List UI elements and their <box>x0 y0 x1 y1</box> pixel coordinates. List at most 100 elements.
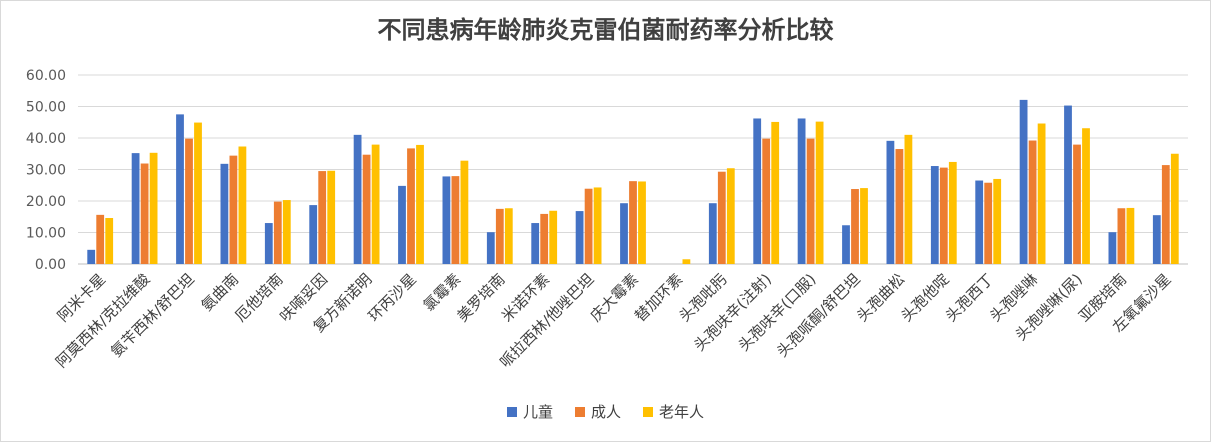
bar <box>264 223 273 264</box>
bar <box>1064 105 1072 265</box>
bar <box>451 176 460 264</box>
bar <box>282 200 291 264</box>
bar <box>851 189 859 264</box>
bar <box>495 208 504 264</box>
bar <box>984 182 993 264</box>
x-tick-label: 替加环素 <box>631 270 686 325</box>
bar <box>753 118 762 264</box>
x-tick-label: 头孢呋辛(口服) <box>735 270 820 355</box>
bar <box>416 144 424 264</box>
bar <box>593 187 602 264</box>
legend-swatch-children <box>506 406 517 417</box>
legend-item-adults: 成人 <box>574 401 621 422</box>
bar <box>948 161 957 264</box>
bar <box>726 168 735 264</box>
bar <box>398 185 406 264</box>
bar <box>531 223 540 264</box>
bar <box>930 166 939 264</box>
bar <box>1126 207 1135 264</box>
y-tick-label: 0.00 <box>35 257 66 273</box>
bar <box>1073 144 1081 264</box>
bar <box>629 181 637 264</box>
bar <box>540 213 549 264</box>
bar <box>140 163 149 264</box>
bar <box>939 167 948 264</box>
bar <box>229 155 238 264</box>
bar <box>1019 99 1028 264</box>
legend-label-children: 儿童 <box>522 403 553 421</box>
bar <box>806 138 815 264</box>
bar <box>1028 140 1037 264</box>
bar <box>904 134 913 264</box>
y-tick-label: 20.00 <box>26 194 66 210</box>
bar <box>486 232 495 264</box>
bar <box>860 188 868 264</box>
x-tick-label: 美罗培南 <box>453 270 508 325</box>
x-tick-label: 头孢呋辛(注射) <box>690 270 775 355</box>
legend-label-adults: 成人 <box>590 403 621 421</box>
bar <box>362 154 371 264</box>
bar <box>771 121 780 264</box>
bar <box>318 171 327 264</box>
bar <box>460 160 469 264</box>
bar <box>1170 153 1179 264</box>
bar <box>1152 215 1161 264</box>
bar <box>717 171 726 264</box>
bar <box>993 178 1002 264</box>
bar <box>549 210 558 264</box>
bar <box>620 203 628 264</box>
bar <box>220 163 229 264</box>
chart-title: 不同患病年龄肺炎克雷伯菌耐药率分析比较 <box>377 16 834 44</box>
x-tick-label: 头孢曲松 <box>853 270 908 325</box>
bar <box>504 208 513 264</box>
bar <box>1082 128 1090 264</box>
bar <box>1037 123 1046 264</box>
bar <box>815 121 824 265</box>
bar <box>309 205 318 264</box>
bar <box>762 138 771 264</box>
bar <box>575 211 584 264</box>
bar <box>371 144 380 264</box>
legend-swatch-elderly <box>643 406 653 417</box>
bar <box>149 152 158 264</box>
bar <box>353 134 362 264</box>
bar <box>273 201 282 264</box>
bar <box>96 214 105 264</box>
bar <box>1161 165 1170 264</box>
x-tick-label: 厄他培南 <box>231 270 286 325</box>
bar <box>185 138 193 264</box>
y-tick-label: 60.00 <box>26 68 66 84</box>
legend-item-elderly: 老年人 <box>643 401 704 422</box>
bar <box>87 249 96 264</box>
bar <box>682 259 691 264</box>
legend-label-elderly: 老年人 <box>659 403 705 421</box>
bar <box>131 153 140 264</box>
x-tick-label: 头孢西丁 <box>942 270 997 325</box>
legend-item-children: 儿童 <box>506 401 553 422</box>
bar <box>1117 208 1126 264</box>
bar <box>238 146 247 264</box>
y-tick-label: 40.00 <box>26 131 66 147</box>
bar <box>584 188 593 264</box>
y-tick-label: 30.00 <box>26 163 66 179</box>
x-tick-label: 头孢他啶 <box>897 270 952 325</box>
y-tick-label: 10.00 <box>26 226 66 242</box>
bar <box>895 149 904 264</box>
bar <box>708 203 717 264</box>
x-tick-label: 庆大霉素 <box>587 270 642 325</box>
bar <box>194 122 202 264</box>
legend-swatch-adults <box>574 406 585 417</box>
x-tick-label: 环丙沙星 <box>365 270 420 325</box>
bar <box>176 114 184 264</box>
bar <box>886 140 895 264</box>
bar <box>1108 232 1117 264</box>
bar <box>105 218 114 264</box>
bar <box>638 181 646 264</box>
bar <box>975 180 984 264</box>
legend: 儿童 成人 老年人 <box>0 401 1211 422</box>
bar <box>442 176 451 264</box>
y-tick-label: 50.00 <box>26 100 66 116</box>
bar <box>797 118 806 264</box>
bar <box>407 148 415 264</box>
